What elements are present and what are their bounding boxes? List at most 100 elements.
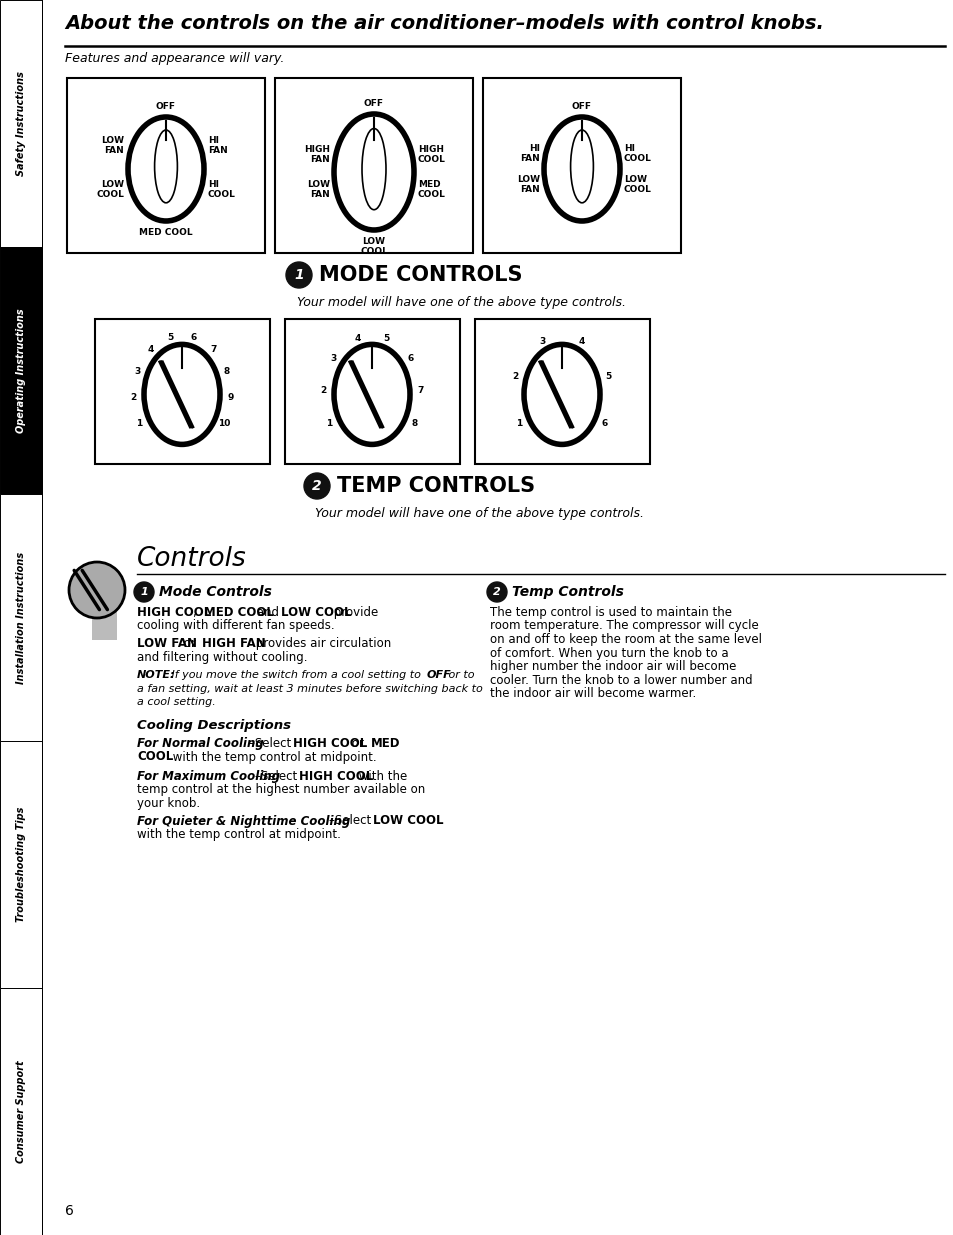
Bar (274, 78, 473, 253)
Bar (0, 494, 42, 741)
Point (186, 420, 197, 435)
Text: For Normal Cooling: For Normal Cooling (137, 737, 263, 750)
Point (187, 420, 198, 435)
Text: 6: 6 (65, 1204, 73, 1218)
Text: your knob.: your knob. (137, 797, 200, 810)
Text: HIGH FAN: HIGH FAN (202, 637, 266, 650)
Text: MED: MED (370, 737, 399, 750)
Point (156, 354, 168, 369)
Bar (67, 78, 265, 253)
Point (184, 420, 195, 435)
Text: 4: 4 (578, 337, 584, 346)
Text: 2: 2 (312, 479, 321, 493)
Bar (482, 78, 680, 253)
Text: provide: provide (330, 606, 378, 619)
Text: If you move the switch from a cool setting to: If you move the switch from a cool setti… (168, 671, 424, 680)
Text: 10: 10 (218, 419, 231, 427)
Text: HIGH
COOL: HIGH COOL (417, 146, 445, 164)
Text: 3: 3 (133, 367, 140, 375)
Text: COOL: COOL (137, 751, 173, 763)
Text: 2: 2 (512, 372, 518, 380)
Circle shape (69, 562, 125, 618)
Text: HI
FAN: HI FAN (519, 144, 539, 163)
Text: 7: 7 (210, 346, 216, 354)
Text: a fan setting, wait at least 3 minutes before switching back to: a fan setting, wait at least 3 minutes b… (137, 683, 482, 694)
Point (153, 354, 165, 369)
Circle shape (304, 473, 330, 499)
Text: –Select: –Select (254, 769, 300, 783)
Bar (95, 319, 270, 464)
Text: 1: 1 (140, 587, 148, 597)
Text: 6: 6 (407, 353, 413, 363)
Text: 1: 1 (516, 419, 522, 427)
Ellipse shape (570, 130, 593, 203)
Text: 1: 1 (326, 419, 333, 427)
Bar (91, 605, 117, 640)
Text: 2: 2 (319, 385, 326, 394)
Line: 2 pts: 2 pts (159, 362, 190, 427)
Point (345, 354, 356, 369)
Text: OFF: OFF (156, 103, 175, 111)
Text: OFF: OFF (572, 103, 592, 111)
Text: Temp Controls: Temp Controls (512, 585, 623, 599)
Text: Controls: Controls (137, 546, 247, 572)
Text: 3: 3 (538, 337, 544, 346)
Line: 2 pts: 2 pts (540, 362, 571, 427)
Text: About the controls on the air conditioner–models with control knobs.: About the controls on the air conditione… (65, 14, 823, 33)
Text: NOTE:: NOTE: (137, 671, 175, 680)
Point (346, 354, 357, 369)
Text: MED COOL: MED COOL (204, 606, 274, 619)
Text: Your model will have one of the above type controls.: Your model will have one of the above ty… (296, 296, 625, 309)
Bar (0, 741, 42, 988)
Text: 6: 6 (190, 333, 196, 342)
Text: 2: 2 (130, 393, 136, 403)
Text: 8: 8 (411, 419, 417, 427)
Text: The temp control is used to maintain the: The temp control is used to maintain the (490, 606, 731, 619)
Text: with the temp control at midpoint.: with the temp control at midpoint. (169, 751, 376, 763)
Text: temp control at the highest number available on: temp control at the highest number avail… (137, 783, 425, 797)
Text: 4: 4 (147, 346, 153, 354)
Text: 7: 7 (417, 385, 423, 394)
Text: with the: with the (355, 769, 406, 783)
Line: 2 pts: 2 pts (542, 362, 573, 427)
Text: the indoor air will become warmer.: the indoor air will become warmer. (490, 687, 696, 700)
Point (155, 354, 167, 369)
Text: 1: 1 (136, 419, 143, 427)
Line: 2 pts: 2 pts (539, 362, 570, 427)
Bar (475, 319, 649, 464)
Text: MED
COOL: MED COOL (417, 180, 445, 199)
Point (535, 354, 546, 369)
Text: 4: 4 (354, 335, 360, 343)
Text: HI
COOL: HI COOL (623, 144, 651, 163)
Text: cooling with different fan speeds.: cooling with different fan speeds. (137, 620, 335, 632)
Text: –Select: –Select (329, 815, 375, 827)
Text: Operating Instructions: Operating Instructions (16, 309, 26, 432)
Ellipse shape (128, 117, 204, 221)
Point (374, 420, 385, 435)
Text: MODE CONTROLS: MODE CONTROLS (318, 266, 522, 285)
Text: OFF: OFF (364, 99, 384, 107)
Text: LOW
FAN: LOW FAN (101, 136, 124, 154)
Text: LOW COOL: LOW COOL (373, 815, 443, 827)
Text: OFF: OFF (426, 671, 451, 680)
Text: higher number the indoor air will become: higher number the indoor air will become (490, 659, 736, 673)
Text: LOW
COOL: LOW COOL (96, 180, 124, 199)
Text: Features and appearance will vary.: Features and appearance will vary. (65, 52, 284, 65)
Text: 9: 9 (228, 393, 233, 403)
Text: LOW FAN: LOW FAN (137, 637, 196, 650)
Point (565, 420, 577, 435)
Text: MED COOL: MED COOL (139, 228, 193, 237)
Text: LOW
FAN: LOW FAN (517, 175, 539, 194)
Ellipse shape (334, 114, 414, 230)
Text: 2: 2 (493, 587, 500, 597)
Text: or: or (180, 637, 200, 650)
Text: with the temp control at midpoint.: with the temp control at midpoint. (137, 827, 340, 841)
Line: 2 pts: 2 pts (162, 362, 193, 427)
Text: Installation Instructions: Installation Instructions (16, 552, 26, 683)
Text: LOW
COOL: LOW COOL (623, 175, 651, 194)
Text: a cool setting.: a cool setting. (137, 697, 215, 706)
Text: HIGH
FAN: HIGH FAN (304, 146, 330, 164)
Text: –Select: –Select (249, 737, 294, 750)
Circle shape (286, 262, 312, 288)
Ellipse shape (361, 128, 386, 210)
